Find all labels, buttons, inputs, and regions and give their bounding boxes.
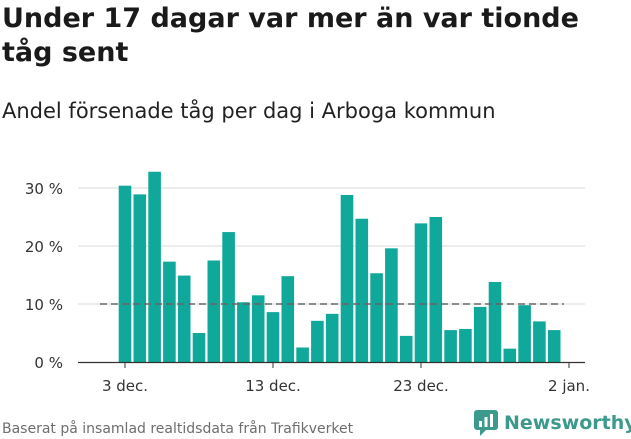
y-tick-label: 10 %	[25, 296, 63, 314]
x-tick-label: 2 jan.	[548, 377, 590, 395]
bar	[444, 330, 457, 362]
bar	[488, 281, 502, 362]
newsworthy-logo[interactable]: Newsworthy	[474, 408, 631, 438]
bar	[385, 248, 398, 362]
bar	[503, 348, 517, 362]
newsworthy-logo-icon	[474, 410, 498, 436]
bar	[547, 330, 561, 362]
bar	[177, 275, 191, 362]
bar	[355, 218, 369, 362]
x-tick-label: 3 dec.	[102, 377, 148, 395]
bar	[399, 335, 413, 362]
bar	[370, 273, 383, 362]
source-note: Baserat på insamlad realtidsdata från Tr…	[2, 421, 354, 437]
bar-chart: 0 % 10 % 20 % 30 % 3 dec. 13 dec. 23 dec. 2 jan…	[25, 171, 590, 395]
y-tick-label: 30 %	[25, 180, 63, 198]
y-tick-label: 0 %	[34, 354, 63, 372]
brand-name: Newsworthy	[504, 412, 631, 434]
bar	[459, 328, 472, 362]
bar	[281, 276, 295, 362]
bar	[414, 223, 428, 362]
bar	[518, 305, 531, 362]
bar	[237, 302, 250, 362]
y-tick-label: 20 %	[25, 238, 63, 256]
bar	[473, 306, 487, 362]
x-tick-label: 23 dec.	[393, 377, 449, 395]
bar	[192, 333, 206, 362]
bar	[311, 320, 324, 362]
bar	[222, 232, 235, 362]
bar	[296, 347, 309, 362]
bar	[148, 171, 161, 362]
bar	[340, 194, 354, 362]
bar	[118, 185, 132, 362]
bar	[133, 194, 147, 362]
bar	[251, 295, 265, 362]
bar	[429, 217, 443, 362]
bar	[325, 313, 339, 362]
chart-subtitle: Andel försenade tåg per dag i Arboga kom…	[2, 99, 496, 123]
bar	[533, 321, 546, 362]
bar	[207, 260, 221, 362]
bar	[266, 312, 280, 362]
bar	[163, 261, 176, 362]
chart-title: Under 17 dagar var mer än var tionde tåg…	[2, 3, 579, 68]
x-tick-label: 13 dec.	[245, 377, 301, 395]
